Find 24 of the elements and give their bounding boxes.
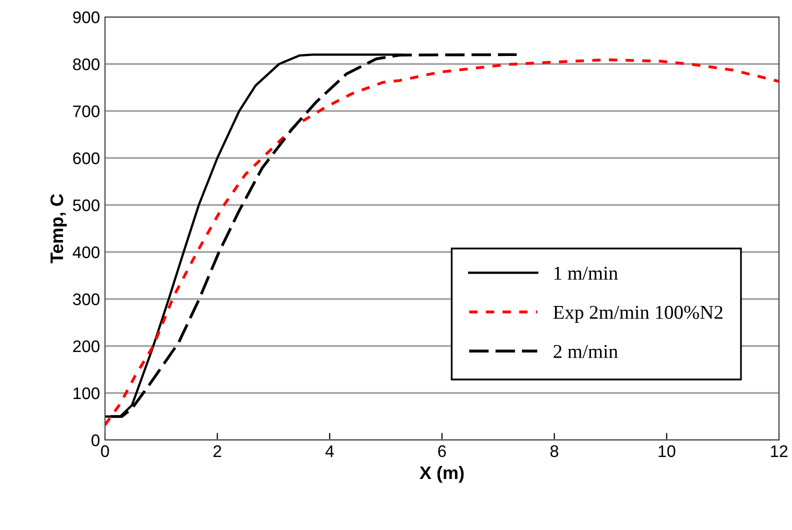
- y-tick-label: 800: [73, 58, 100, 70]
- y-axis-title: Temp, C: [50, 194, 67, 264]
- y-tick-label: 400: [72, 246, 100, 258]
- y-tick-label: 600: [73, 152, 100, 164]
- legend-label: Exp 2m/min 100%N2: [553, 306, 722, 323]
- line-series: [105, 58, 779, 426]
- y-tick-label: 700: [73, 105, 100, 118]
- y-tick-label: 100: [74, 387, 100, 400]
- x-tick-label: 12: [771, 445, 788, 457]
- x-axis-title: X (m): [420, 466, 464, 483]
- x-tick-label: 0: [101, 445, 109, 458]
- x-tick-label: 4: [325, 445, 334, 457]
- x-tick-label: 2: [214, 445, 222, 457]
- y-tick-label: 0: [92, 434, 100, 446]
- x-tick-label: 8: [550, 445, 558, 458]
- y-tick-label: 500: [73, 199, 100, 212]
- line-series: [109, 53, 518, 418]
- x-tick-label: 10: [658, 445, 676, 458]
- y-tick-label: 900: [73, 11, 100, 24]
- y-tick-label: 300: [72, 293, 100, 306]
- legend-label: 2 m/min: [554, 345, 618, 358]
- x-tick-label: 6: [438, 445, 446, 458]
- legend-label: 1 m/min: [554, 266, 618, 280]
- y-tick-label: 200: [73, 340, 100, 352]
